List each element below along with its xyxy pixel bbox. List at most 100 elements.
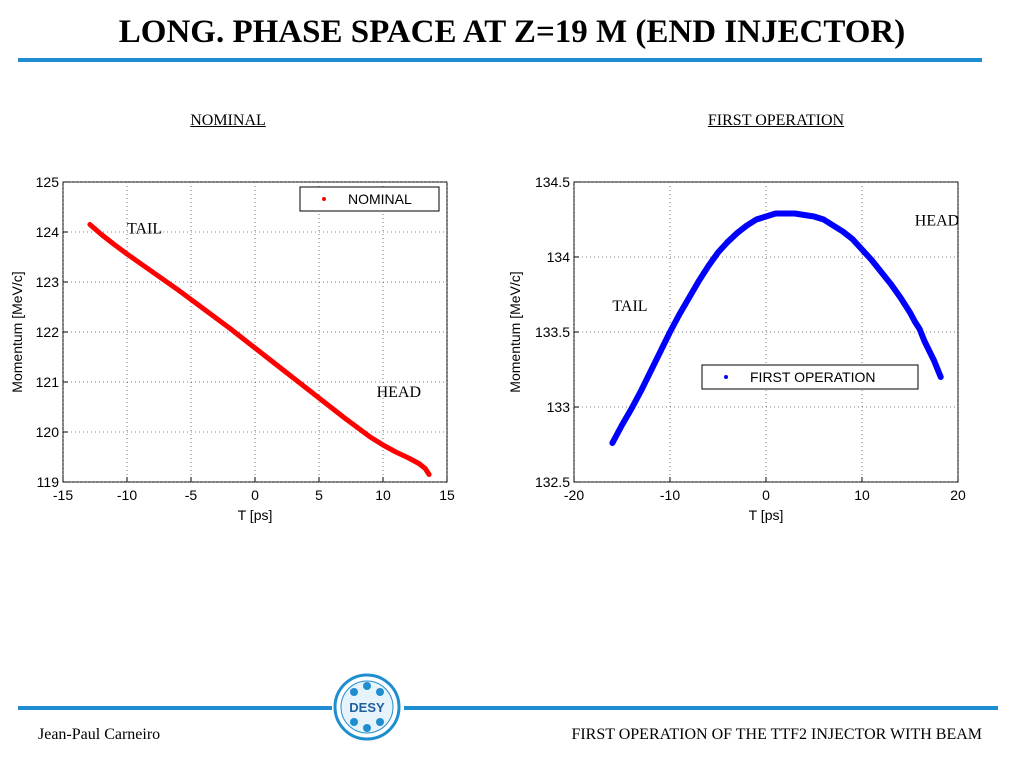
- data-point: [646, 375, 650, 380]
- y-tick-label: 119: [37, 474, 60, 490]
- data-point: [926, 345, 930, 350]
- data-point: [897, 293, 901, 297]
- data-point: [686, 298, 690, 302]
- footer-talk-title: FIRST OPERATION OF THE TTF2 INJECTOR WIT…: [571, 726, 982, 743]
- data-point: [708, 262, 712, 266]
- data-point: [933, 361, 937, 365]
- data-point: [939, 375, 943, 379]
- data-point: [612, 438, 616, 442]
- first-operation-chart: -20 -10 0 10 20 132.5 133 133.5 134 134.5 T [ps] Mo…: [507, 174, 966, 523]
- data-point: [670, 327, 674, 331]
- data-point: [654, 359, 658, 363]
- data-point: [628, 409, 632, 413]
- data-point: [678, 312, 682, 316]
- slide-title: LONG. PHASE SPACE AT Z=19 M (END INJECTO…: [118, 14, 906, 50]
- x-tick-label: 0: [762, 487, 770, 503]
- data-point: [702, 271, 706, 276]
- data-point: [684, 301, 688, 305]
- data-point: [703, 269, 707, 273]
- data-point: [615, 432, 619, 436]
- y-axis-label: Momentum [MeV/c]: [9, 271, 25, 392]
- data-point: [610, 441, 614, 445]
- data-point: [682, 304, 686, 308]
- y-tick-label: 121: [36, 374, 60, 390]
- x-tick-label: -20: [564, 487, 584, 503]
- x-tick-label: 10: [854, 487, 870, 503]
- data-point: [623, 417, 627, 422]
- data-point: [695, 282, 699, 286]
- x-tick-label: -10: [660, 487, 680, 503]
- data-point: [889, 282, 893, 286]
- data-point: [622, 420, 626, 424]
- footer-divider-right: [404, 706, 998, 710]
- data-point: [662, 343, 666, 347]
- caption-nominal: NOMINAL: [190, 112, 266, 129]
- annotation-tail: TAIL: [127, 221, 162, 238]
- annotation-head: HEAD: [915, 213, 959, 230]
- logo-text: DESY: [349, 700, 385, 715]
- data-point: [649, 369, 653, 373]
- data-point: [689, 293, 693, 297]
- data-point: [660, 346, 664, 350]
- data-point: [617, 429, 621, 433]
- data-point: [626, 412, 630, 416]
- data-point: [687, 295, 691, 300]
- data-point: [634, 397, 638, 402]
- data-point: [714, 253, 718, 257]
- x-axis-label: T [ps]: [749, 507, 784, 523]
- data-point: [692, 287, 696, 291]
- data-point: [644, 379, 648, 383]
- data-point: [668, 330, 672, 334]
- x-axis-label: T [ps]: [238, 507, 273, 523]
- data-point: [673, 321, 677, 325]
- y-tick-label: 133: [547, 399, 571, 415]
- x-tick-label: 20: [950, 487, 966, 503]
- data-point: [694, 284, 698, 289]
- legend-marker: [322, 197, 326, 201]
- data-point: [898, 295, 902, 300]
- data-point: [657, 353, 661, 357]
- data-point: [932, 358, 936, 363]
- annotation-head: HEAD: [377, 384, 421, 401]
- data-point: [706, 264, 710, 268]
- caption-first-operation: FIRST OPERATION: [707, 112, 845, 129]
- data-point: [674, 318, 678, 322]
- data-point: [641, 385, 645, 389]
- x-tick-label: -15: [53, 487, 73, 503]
- data-point: [427, 472, 432, 477]
- data-point: [625, 415, 629, 419]
- data-point: [630, 406, 634, 411]
- data-point: [710, 259, 714, 264]
- data-point: [690, 290, 694, 294]
- data-point: [902, 300, 906, 305]
- data-point: [711, 257, 715, 261]
- data-point: [650, 366, 654, 370]
- x-tick-label: -5: [185, 487, 198, 503]
- data-point: [639, 388, 643, 393]
- data-point: [892, 286, 896, 291]
- data-point: [671, 324, 675, 328]
- data-point: [658, 349, 662, 354]
- data-point: [614, 435, 618, 439]
- data-point: [890, 284, 894, 288]
- data-point: [929, 352, 933, 356]
- y-tick-label: 124: [36, 224, 60, 240]
- legend-marker: [724, 375, 728, 379]
- x-tick-label: 10: [375, 487, 391, 503]
- data-point: [638, 391, 642, 396]
- data-point: [924, 342, 928, 346]
- annotation-tail: TAIL: [612, 298, 647, 315]
- y-tick-label: 133.5: [535, 324, 570, 340]
- nominal-chart: -15 -10 -5 0 5 10 15 119 120 121 122 123 124 125 T [ps…: [9, 174, 455, 523]
- data-point: [903, 303, 907, 307]
- data-point: [665, 336, 669, 341]
- x-tick-label: 5: [315, 487, 323, 503]
- y-tick-label: 122: [36, 324, 60, 340]
- data-point: [922, 339, 926, 343]
- data-point: [930, 355, 934, 359]
- data-point: [905, 305, 909, 310]
- data-point: [636, 394, 640, 399]
- data-point: [679, 309, 683, 313]
- data-point: [906, 308, 910, 312]
- legend-label: FIRST OPERATION: [750, 369, 876, 385]
